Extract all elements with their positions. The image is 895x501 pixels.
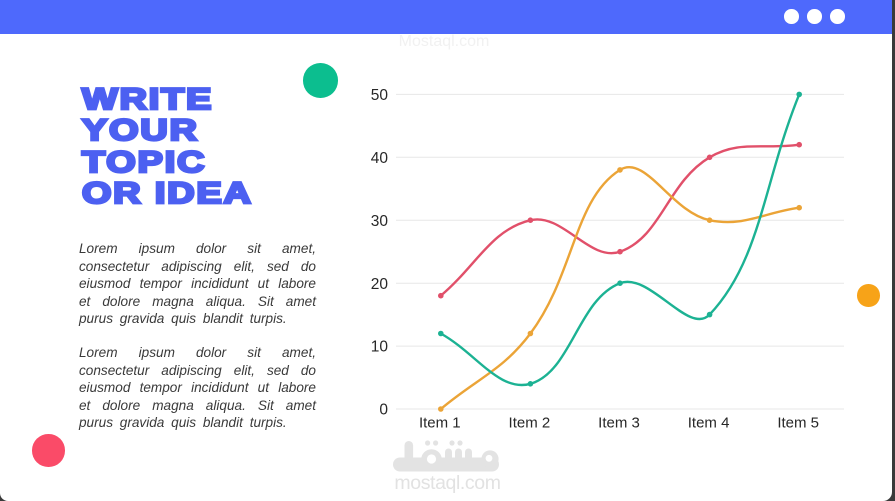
svg-text:30: 30	[371, 213, 389, 230]
svg-text:Item 1: Item 1	[419, 415, 461, 432]
svg-text:40: 40	[371, 150, 389, 167]
svg-text:Item 4: Item 4	[688, 415, 730, 432]
svg-text:50: 50	[371, 87, 389, 104]
svg-text:Item 5: Item 5	[777, 415, 819, 432]
svg-text:20: 20	[371, 276, 389, 293]
svg-text:Item 3: Item 3	[598, 415, 640, 432]
svg-text:0: 0	[379, 402, 388, 419]
svg-text:10: 10	[371, 339, 389, 356]
svg-text:Item 2: Item 2	[509, 415, 551, 432]
